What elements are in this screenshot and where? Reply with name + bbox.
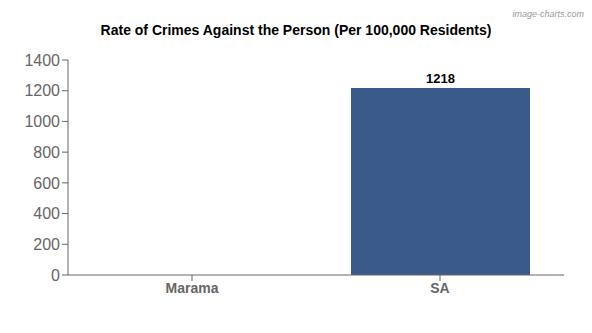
svg-text:1000: 1000	[24, 113, 60, 130]
svg-text:600: 600	[33, 175, 60, 192]
svg-text:Marama: Marama	[166, 280, 219, 296]
svg-text:1218: 1218	[426, 71, 455, 86]
svg-text:400: 400	[33, 205, 60, 222]
svg-text:200: 200	[33, 236, 60, 253]
svg-text:800: 800	[33, 144, 60, 161]
svg-text:1200: 1200	[24, 82, 60, 99]
svg-text:1400: 1400	[24, 52, 60, 69]
svg-text:0: 0	[51, 267, 60, 284]
html-text:Rate of Crimes Against the Per: Rate of Crimes Against the Person (Per 1…	[100, 22, 492, 38]
svg-text:SA: SA	[430, 280, 449, 296]
html-text:image-charts.com: image-charts.com	[512, 9, 584, 19]
